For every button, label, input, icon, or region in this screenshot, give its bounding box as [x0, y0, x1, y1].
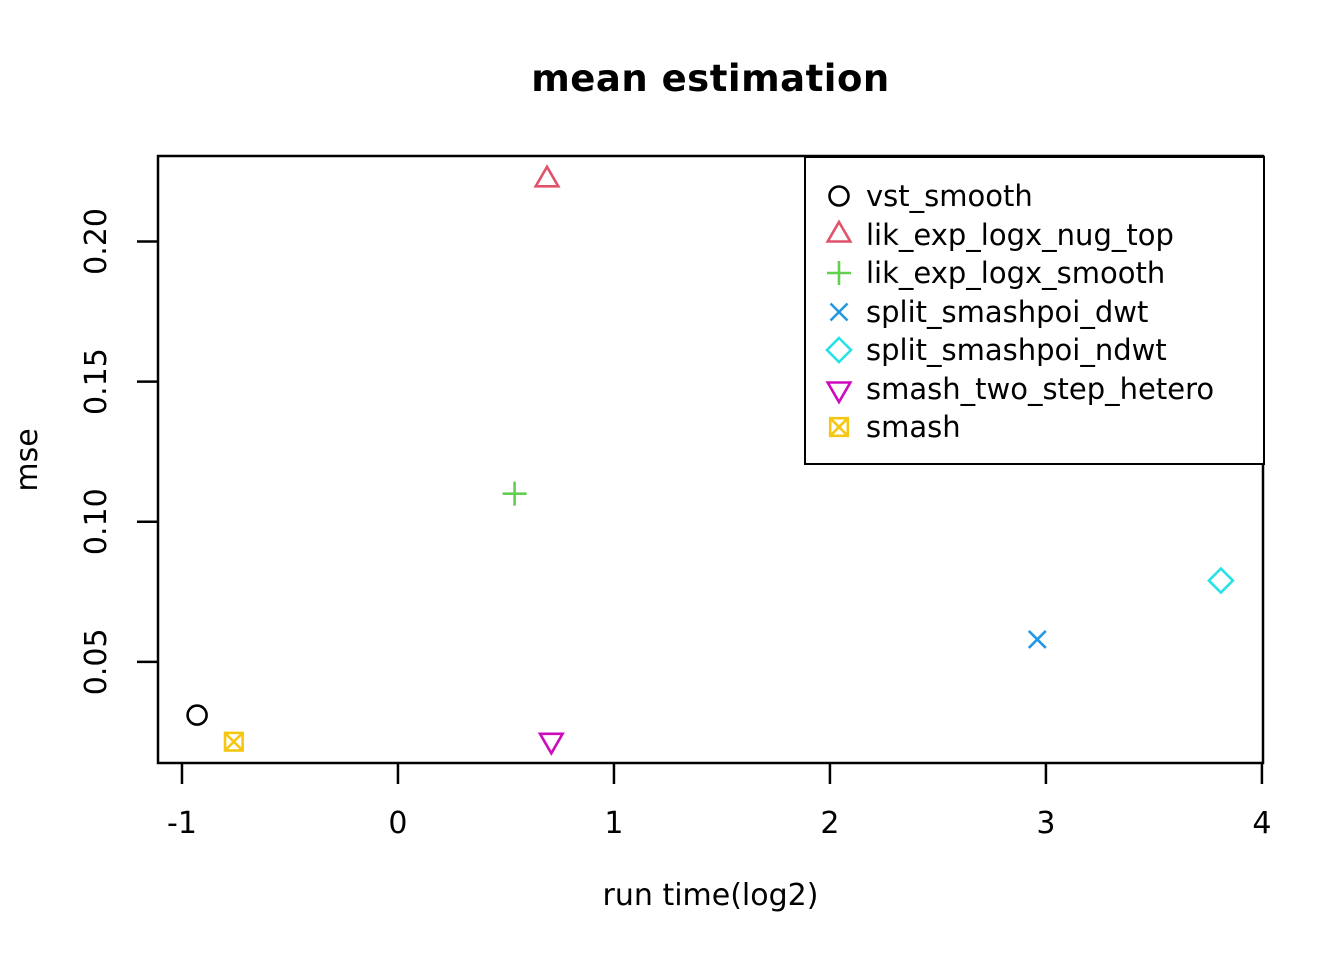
- legend-item-smash_two_step_hetero: smash_two_step_hetero: [822, 370, 1263, 409]
- data-point-lik_exp_logx_smooth: [502, 481, 527, 506]
- legend-label: split_smashpoi_ndwt: [866, 333, 1167, 368]
- data-point-split_smashpoi_ndwt: [1207, 566, 1235, 595]
- data-point-vst_smooth: [186, 704, 208, 726]
- x-tick-label: 2: [820, 806, 839, 841]
- y-axis-label: mse: [10, 428, 45, 492]
- legend-item-vst_smooth: vst_smooth: [822, 177, 1263, 216]
- x-tick-label: 0: [388, 806, 407, 841]
- square-x-icon: [822, 410, 856, 444]
- chart-title: mean estimation: [531, 57, 890, 100]
- x-tick-label: -1: [167, 806, 197, 841]
- data-point-smash_two_step_hetero: [537, 732, 565, 756]
- x-tick-label: 3: [1036, 806, 1055, 841]
- legend-item-lik_exp_logx_smooth: lik_exp_logx_smooth: [822, 254, 1263, 293]
- y-tick-label: 0.10: [79, 488, 114, 555]
- circle-icon: [822, 179, 856, 213]
- legend-label: lik_exp_logx_smooth: [866, 256, 1166, 291]
- legend-item-smash: smash: [822, 408, 1263, 447]
- data-point-smash: [223, 731, 244, 752]
- legend-item-split_smashpoi_ndwt: split_smashpoi_ndwt: [822, 331, 1263, 370]
- plus-icon: [822, 256, 856, 290]
- data-point-split_smashpoi_dwt: [1027, 629, 1047, 649]
- legend-label: vst_smooth: [866, 179, 1033, 214]
- data-point-lik_exp_logx_nug_top: [533, 164, 561, 188]
- x-tick-label: 1: [604, 806, 623, 841]
- triangle-down-icon: [822, 372, 856, 406]
- y-tick-label: 0.05: [79, 628, 114, 695]
- legend-label: split_smashpoi_dwt: [866, 294, 1149, 329]
- x-tick-label: 4: [1252, 806, 1271, 841]
- x-icon: [822, 295, 856, 329]
- triangle-up-icon: [822, 218, 856, 252]
- legend-label: lik_exp_logx_nug_top: [866, 217, 1174, 252]
- y-tick-label: 0.20: [79, 208, 114, 275]
- x-axis-label: run time(log2): [602, 878, 819, 913]
- legend-label: smash_two_step_hetero: [866, 371, 1215, 406]
- legend-item-lik_exp_logx_nug_top: lik_exp_logx_nug_top: [822, 216, 1263, 255]
- y-tick-label: 0.15: [79, 348, 114, 415]
- legend-item-split_smashpoi_dwt: split_smashpoi_dwt: [822, 293, 1263, 332]
- diamond-icon: [822, 333, 856, 367]
- legend-label: smash: [866, 410, 961, 445]
- legend: vst_smooth lik_exp_logx_nug_top lik_exp_lo…: [804, 156, 1265, 465]
